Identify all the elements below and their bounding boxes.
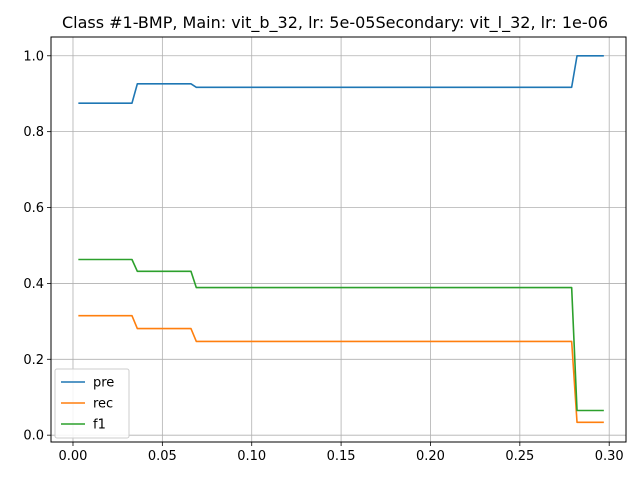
x-tick-label: 0.30 (595, 449, 624, 464)
x-tick-label: 0.25 (505, 449, 534, 464)
y-tick-label: 0.0 (23, 429, 44, 444)
legend: pre rec f1 (54, 368, 130, 439)
plot-frame (50, 36, 627, 443)
x-tick-label: 0.05 (148, 449, 177, 464)
x-tick-label: 0.15 (327, 449, 356, 464)
y-tick-label: 0.4 (23, 277, 44, 292)
legend-label-f1: f1 (93, 418, 106, 433)
x-tick-label: 0.10 (237, 449, 266, 464)
y-tick-label: 0.2 (23, 353, 44, 368)
axis-ticks: 0.00 0.05 0.10 0.15 0.20 0.25 0.30 0.0 0.2 0.4 0.6… (23, 49, 623, 464)
y-tick-label: 0.8 (23, 125, 44, 140)
chart-title: Class #1-BMP, Main: vit_b_32, lr: 5e-05S… (62, 13, 608, 33)
x-tick-label: 0.20 (416, 449, 445, 464)
legend-box (54, 368, 130, 439)
legend-label-pre: pre (93, 376, 114, 391)
series-line-f1 (78, 258, 604, 412)
y-tick-label: 0.6 (23, 201, 44, 216)
y-tick-label: 1.0 (23, 49, 44, 64)
legend-label-rec: rec (93, 397, 113, 412)
series-line-rec (78, 314, 604, 424)
series-line-pre (78, 54, 604, 104)
series-lines (78, 54, 604, 424)
x-tick-label: 0.00 (59, 449, 88, 464)
grid-lines (51, 37, 626, 442)
